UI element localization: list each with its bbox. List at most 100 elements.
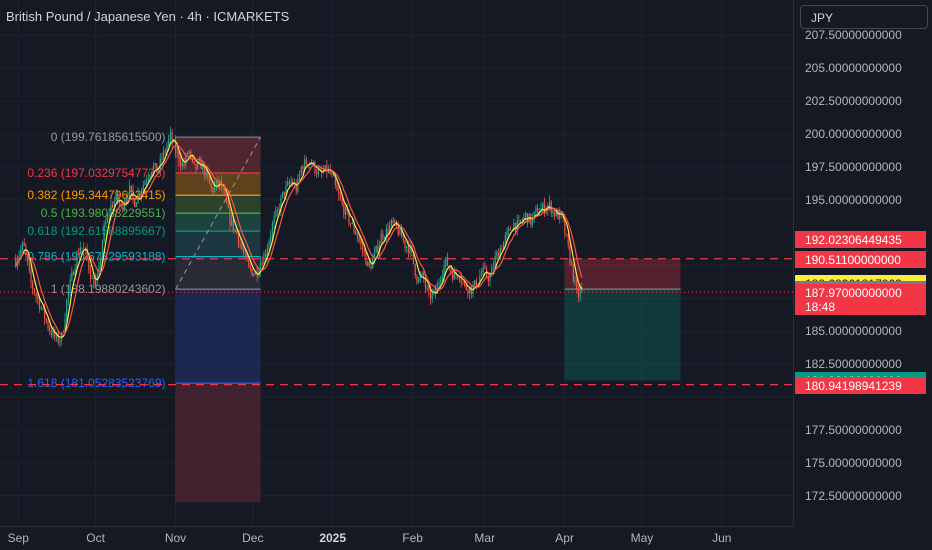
candle-body	[390, 219, 393, 226]
candle-body	[106, 215, 109, 222]
candle-body	[78, 253, 80, 255]
candle-body	[117, 192, 119, 201]
candle-body	[377, 245, 379, 252]
candle-body	[239, 243, 241, 245]
candle-body	[564, 219, 566, 234]
candle-body	[234, 229, 236, 231]
candle-body	[453, 272, 455, 280]
candle-body	[552, 210, 554, 214]
candle-body	[355, 231, 357, 235]
candle-body	[100, 258, 102, 266]
candle-body	[360, 240, 362, 244]
candle-body	[474, 280, 476, 286]
price-tick-label: 172.50000000000	[805, 488, 902, 503]
candle-body	[407, 246, 410, 253]
candle-body	[55, 334, 58, 337]
candle-body	[285, 185, 287, 195]
candle-body	[142, 185, 144, 191]
chart-area[interactable]: 0 (199.76185615500) 0.236 (197.0329754773…	[0, 0, 793, 526]
candle-body	[176, 151, 178, 154]
candle-body	[555, 210, 557, 217]
price-tag: 187.97000000000	[795, 284, 926, 302]
candle-body	[409, 244, 411, 253]
fib-zone	[175, 137, 261, 174]
candle-body	[112, 205, 114, 208]
candle-body	[428, 289, 430, 292]
candle-body	[382, 234, 384, 239]
candle-body	[139, 193, 141, 196]
candle-body	[115, 192, 117, 201]
take-profit-zone	[564, 289, 681, 381]
candle-body	[579, 286, 581, 298]
candle-body	[350, 223, 352, 225]
price-tick-label: 197.50000000000	[805, 159, 902, 174]
fib-level-label: 0 (199.76185615500)	[51, 130, 166, 144]
candle-body	[242, 248, 245, 253]
candle-body	[236, 229, 238, 235]
candle-body	[159, 158, 161, 169]
candle-body	[452, 272, 454, 280]
candle-body	[174, 140, 177, 154]
candle-body	[368, 261, 370, 267]
currency-button[interactable]: JPY	[800, 5, 928, 29]
candle-body	[441, 275, 444, 280]
candle-body	[61, 332, 63, 341]
candle-body	[86, 248, 88, 260]
price-scale[interactable]	[793, 0, 932, 526]
candle-body	[23, 242, 25, 246]
candle-body	[273, 216, 275, 224]
candle-body	[548, 201, 551, 206]
candle-body	[21, 242, 24, 250]
candle-body	[163, 150, 165, 160]
candle-body	[52, 330, 54, 336]
candle-body	[299, 174, 301, 179]
candle-body	[25, 245, 27, 255]
candle-body	[492, 266, 495, 268]
candle-body	[173, 140, 175, 143]
candle-body	[531, 217, 534, 226]
candle-body	[266, 248, 268, 257]
candle-body	[151, 171, 153, 176]
candle-body	[460, 278, 462, 282]
candle-body	[45, 318, 47, 322]
candle-body	[212, 188, 214, 193]
candle-body	[180, 161, 182, 167]
candle-body	[528, 213, 530, 224]
candle-body	[38, 299, 41, 310]
price-tag: 190.51100000000	[795, 250, 926, 268]
candle-body	[202, 163, 204, 169]
fib-level-label: 0.618 (192.61588895667)	[27, 224, 165, 238]
candle-body	[93, 278, 95, 288]
candle-body	[418, 278, 420, 283]
candle-body	[183, 163, 185, 165]
candle-body	[287, 182, 289, 186]
candle-body	[526, 213, 529, 224]
candle-body	[542, 203, 544, 209]
candle-body	[229, 208, 231, 226]
candle-body	[370, 266, 372, 269]
candle-body	[491, 267, 493, 277]
candle-body	[263, 253, 265, 265]
candle-body	[110, 205, 112, 215]
candle-body	[356, 234, 359, 239]
candle-body	[231, 219, 233, 226]
price-tick-label: 202.50000000000	[805, 94, 902, 109]
chart-canvas[interactable]: 0 (199.76185615500) 0.236 (197.0329754773…	[0, 0, 793, 526]
candle-body	[470, 286, 472, 294]
candle-body	[501, 248, 503, 250]
time-axis[interactable]: Sep Oct Nov Dec 2025 Feb Mar Apr May Jun	[0, 526, 793, 550]
candle-body	[463, 282, 466, 285]
candle-body	[435, 289, 437, 294]
symbol-title: British Pound / Japanese Yen · 4h · ICMA…	[6, 9, 290, 24]
candle-body	[300, 166, 302, 175]
candle-body	[305, 159, 308, 165]
candle-body	[188, 151, 190, 154]
candle-body	[214, 185, 216, 193]
candle-body	[101, 240, 104, 259]
candle-body	[191, 155, 194, 162]
price-tick-label: 195.00000000000	[805, 192, 902, 207]
candle-body	[339, 195, 342, 200]
candle-body	[83, 248, 85, 250]
slow-moving-average	[15, 144, 583, 336]
candle-body	[336, 184, 338, 191]
